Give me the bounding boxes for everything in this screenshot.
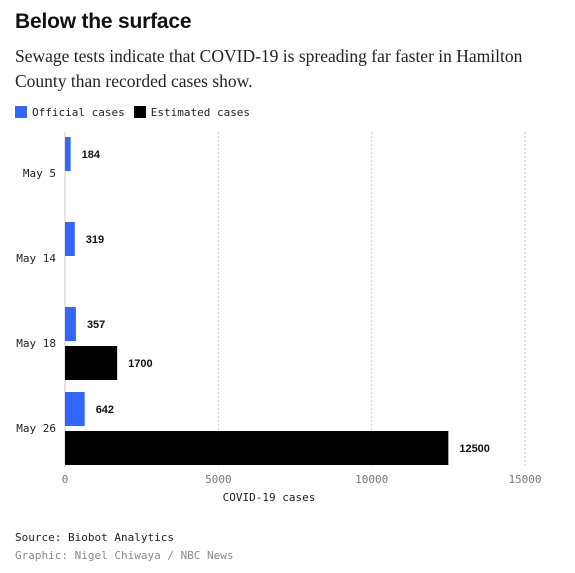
x-tick-label: 10000 <box>355 473 388 486</box>
legend-label-official: Official cases <box>32 105 125 119</box>
legend-label-estimated: Estimated cases <box>150 105 251 119</box>
chart-title: Below the surface <box>15 10 192 33</box>
data-label: 12500 <box>459 443 490 455</box>
data-label: 1700 <box>128 358 152 370</box>
data-label: 357 <box>87 319 105 331</box>
x-tick-label: 0 <box>62 473 69 486</box>
data-label: 319 <box>86 234 104 246</box>
x-axis-label: COVID-19 cases <box>223 491 316 504</box>
chart-subtitle: Sewage tests indicate that COVID-19 is s… <box>15 46 523 91</box>
bar-estimated <box>65 431 449 465</box>
bar-estimated <box>65 346 118 380</box>
bar-official <box>65 137 71 171</box>
data-label: 642 <box>96 404 114 416</box>
y-category-label: May 26 <box>16 422 56 435</box>
legend-item-estimated: Estimated cases <box>133 105 251 119</box>
legend-swatch-estimated <box>133 106 146 118</box>
x-tick-label: 5000 <box>205 473 232 486</box>
source-note: Source: Biobot Analytics <box>15 531 174 544</box>
bar-official <box>65 392 85 426</box>
credit-note: Graphic: Nigel Chiwaya / NBC News <box>15 549 234 562</box>
legend-swatch-official <box>15 106 27 118</box>
data-label: 184 <box>82 149 101 161</box>
y-category-label: May 5 <box>23 167 56 180</box>
legend: Official cases Estimated cases <box>15 103 259 121</box>
bar-official <box>65 307 76 341</box>
bar-official <box>65 222 75 256</box>
y-category-label: May 14 <box>16 252 56 265</box>
legend-item-official: Official cases <box>15 106 125 119</box>
x-tick-label: 15000 <box>508 473 541 486</box>
y-category-label: May 18 <box>16 337 56 350</box>
